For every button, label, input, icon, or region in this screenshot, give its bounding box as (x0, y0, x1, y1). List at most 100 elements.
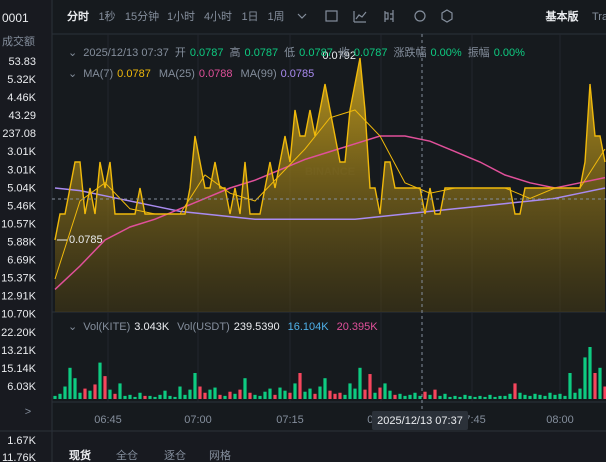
left-panel (0, 0, 52, 462)
volume-bar (193, 373, 197, 399)
high-label: 0.0792 (322, 50, 356, 62)
hex-icon[interactable] (441, 9, 453, 23)
amount: 15.37K (1, 273, 37, 285)
info-value: 0.0787 (244, 47, 279, 59)
volume-bar (228, 391, 232, 399)
volume-bar (238, 389, 242, 399)
volume-bar (533, 393, 537, 399)
volume-bar (158, 394, 162, 399)
crosshair-time: 2025/12/13 07:37 (377, 415, 463, 427)
interval-tab[interactable]: 1秒 (98, 9, 115, 23)
calendar-icon[interactable] (325, 10, 338, 22)
volume-bar (508, 393, 512, 399)
volume-bar (323, 378, 327, 399)
info-value: 0.0787 (189, 47, 224, 59)
volume-bar (573, 392, 577, 399)
info-row: ⌄ 2025/12/13 07:37 开 0.0787 高 0.0787 低 0.0787 收 0… (68, 47, 525, 59)
volume-bar (418, 395, 422, 399)
volume-bar (523, 394, 527, 399)
bottom-tab[interactable]: 全仓 (116, 448, 138, 462)
amount: 6.69K (7, 255, 36, 267)
volume-bar (113, 393, 117, 399)
volume-bar (53, 395, 57, 399)
interval-tab[interactable]: 1周 (267, 10, 284, 23)
info-value: 0.0787 (353, 47, 388, 59)
vol-label: Vol(USDT) (177, 321, 230, 333)
volume-bar (223, 395, 227, 399)
settings-icon[interactable] (414, 10, 426, 22)
volume-bar (273, 394, 277, 399)
volume-bar (313, 393, 317, 399)
volume-bar (78, 392, 82, 399)
info-value: 0.00% (430, 47, 462, 59)
volume-bar (333, 393, 337, 399)
ma-label: MA(99) (240, 68, 277, 80)
volume-bar (173, 396, 177, 399)
time-label: 06:45 (94, 414, 122, 426)
volume-bar (133, 396, 137, 399)
volume-bar (403, 395, 407, 399)
candle-icon[interactable] (384, 10, 394, 22)
interval-tab[interactable]: 分时 (67, 9, 89, 23)
vol-value: 16.104K (287, 321, 329, 333)
amount: 5.32K (7, 74, 36, 86)
vol-value: 239.5390 (233, 321, 280, 333)
interval-tab[interactable]: 1小时 (167, 10, 195, 23)
volume-bar (433, 389, 437, 399)
volume-legend: ⌄ Vol(KITE) 3.043K Vol(USDT) 239.5390 16.104K… (68, 321, 378, 333)
volume-bar (208, 389, 212, 399)
volume-bar (488, 394, 492, 399)
volume-bar (578, 388, 582, 399)
version-toggle[interactable]: 基本版 (545, 9, 579, 23)
bottom-tab[interactable]: 逐仓 (164, 448, 186, 462)
time-label: 08:00 (546, 414, 574, 426)
volume-bar (393, 394, 397, 399)
amount: 53.83 (8, 56, 36, 68)
price-area-fill (55, 58, 605, 312)
volume-bar (543, 395, 547, 399)
volume-bar (348, 383, 352, 399)
ma-label: MA(25) (158, 68, 195, 80)
interval-tab[interactable]: 1日 (241, 11, 258, 23)
indicator-icon[interactable] (353, 11, 367, 23)
dropdown-icon[interactable] (297, 13, 307, 19)
trade-tab[interactable]: Tra (592, 11, 606, 23)
bottom-tab[interactable]: 网格 (209, 448, 231, 462)
volume-bar (58, 393, 62, 399)
amount: 3.01K (7, 164, 36, 176)
info-value: 0.00% (493, 47, 525, 59)
volume-bar (583, 357, 587, 399)
volume-bar (203, 392, 207, 399)
volume-bar (218, 394, 222, 399)
volume-bar (453, 395, 457, 399)
amount: 13.21K (1, 345, 37, 357)
vol-label: Vol(KITE) (83, 321, 131, 333)
volume-bar (328, 390, 332, 399)
scroll-arrow[interactable]: > (25, 406, 31, 418)
volume-bar (493, 396, 497, 399)
volume-bar (138, 392, 142, 399)
volume-bar (428, 394, 432, 399)
volume-bar (503, 395, 507, 399)
amount: 5.88K (7, 237, 36, 249)
volume-bar (423, 391, 427, 399)
amount: 237.08 (2, 128, 36, 140)
amount: 12.91K (1, 291, 37, 303)
volume-bar (83, 388, 87, 399)
volume-bar (338, 392, 342, 399)
volume-bar (388, 390, 392, 399)
interval-tab[interactable]: 4小时 (204, 10, 232, 23)
crosshair-box (372, 411, 468, 430)
volume-bar (188, 389, 192, 399)
bottom-tab[interactable]: 现货 (69, 448, 91, 462)
volume-bar (108, 389, 112, 399)
interval-tab[interactable]: 15分钟 (125, 9, 159, 23)
volume-bar (73, 378, 77, 399)
volume-bar (378, 387, 382, 399)
volume-bar (443, 393, 447, 399)
volume-bar (563, 395, 567, 399)
ma-value: 0.0785 (280, 68, 315, 80)
volume-bar (263, 391, 267, 399)
volume-bar (368, 374, 372, 399)
volume-bar (438, 395, 442, 399)
